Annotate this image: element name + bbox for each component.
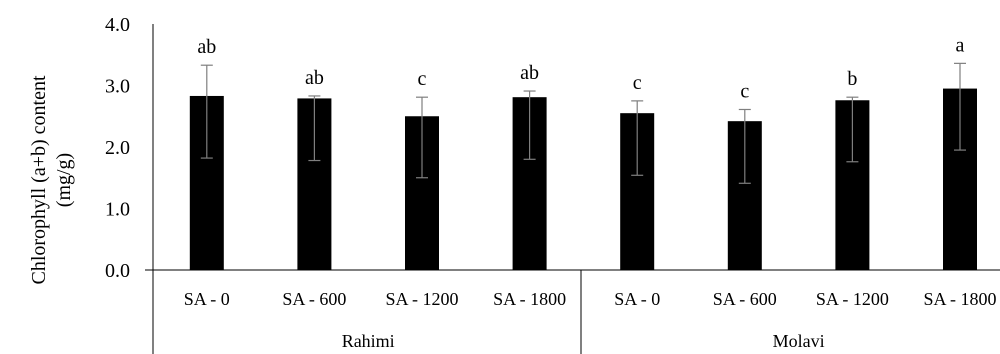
y-tick-label: 0.0 xyxy=(105,260,130,282)
y-tick-label: 3.0 xyxy=(105,76,130,98)
category-label: SA - 1200 xyxy=(816,289,889,309)
significance-label: c xyxy=(633,72,642,94)
category-label: SA - 600 xyxy=(282,289,346,309)
significance-label: c xyxy=(418,68,427,90)
category-label: SA - 1200 xyxy=(385,289,458,309)
category-label: SA - 0 xyxy=(184,289,230,309)
y-tick-labels: 0.0 1.0 2.0 3.0 4.0 xyxy=(105,14,130,282)
category-label: SA - 0 xyxy=(614,289,660,309)
significance-label: a xyxy=(956,34,965,56)
y-axis-title-line-1: Chlorophyll (a+b) content xyxy=(28,75,50,284)
significance-label: ab xyxy=(305,67,324,89)
significance-label: c xyxy=(740,80,749,102)
y-axis-title-line-2: (mg/g) xyxy=(53,153,75,207)
group-label: Rahimi xyxy=(342,331,395,351)
significance-label: ab xyxy=(197,36,216,58)
significance-label: ab xyxy=(520,62,539,84)
y-tick-label: 2.0 xyxy=(105,137,130,159)
y-tick-label: 4.0 xyxy=(105,14,130,36)
group-label: Molavi xyxy=(773,331,825,351)
significance-label: b xyxy=(847,68,857,90)
category-label: SA - 1800 xyxy=(493,289,566,309)
category-label: SA - 600 xyxy=(713,289,777,309)
category-label: SA - 1800 xyxy=(923,289,996,309)
y-axis-title: Chlorophyll (a+b) content (mg/g) xyxy=(28,75,75,284)
y-tick-label: 1.0 xyxy=(105,199,130,221)
